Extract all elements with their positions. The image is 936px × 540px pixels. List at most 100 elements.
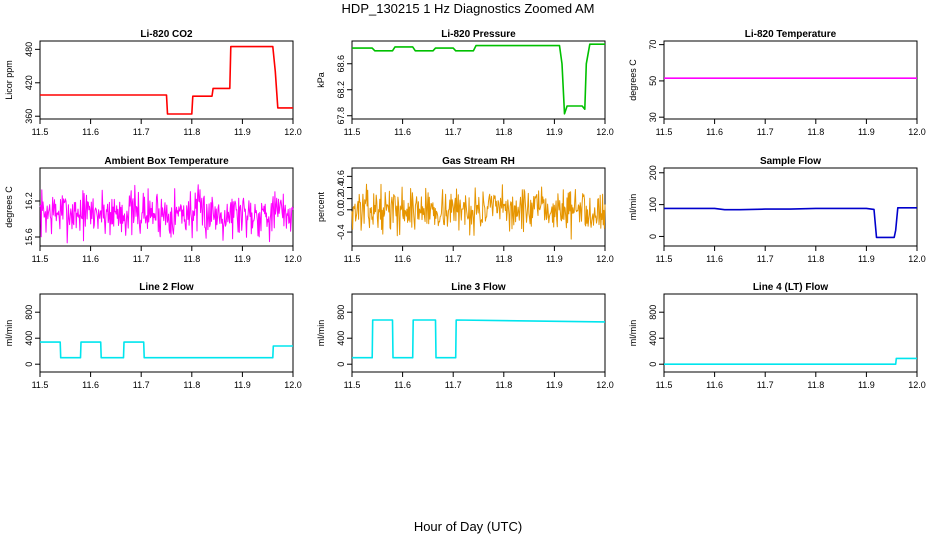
y-tick-label: 0.6 [336,170,346,183]
panel-line2: Line 2 Flow 11.5 11.6 11.7 11.8 11.9 12.0 0 400 8… [4,282,302,390]
panels-grid: Li-820 CO2 11.5 11.6 11.7 11.8 11.9 12.0 360 420… [4,29,926,390]
series-line [40,45,293,115]
x-tick-label: 11.8 [807,127,824,137]
x-tick-label: 11.8 [495,380,512,390]
x-tick-label: 12.0 [596,127,614,137]
x-tick-label: 12.0 [908,254,926,264]
x-tick-label: 12.0 [284,127,302,137]
x-tick-label: 11.5 [344,127,361,137]
panel-title: Li-820 Pressure [441,29,516,40]
x-tick-label: 11.6 [394,254,411,264]
y-tick-label: 0 [24,362,34,367]
y-tick-label: 400 [648,331,658,346]
panel-rh: Gas Stream RH 11.5 11.6 11.7 11.8 11.9 12.0 -0.… [316,156,614,264]
series-line [39,184,294,244]
x-tick-label: 11.5 [656,127,673,137]
y-axis-label: ml/min [4,320,14,347]
x-tick-label: 11.8 [495,254,512,264]
series-line [664,357,917,365]
plot-frame [351,293,606,373]
x-tick-label: 11.9 [546,127,563,137]
y-axis-label: ml/min [628,320,638,347]
series-line [352,319,606,359]
x-tick-label: 11.5 [344,380,361,390]
panel-co2: Li-820 CO2 11.5 11.6 11.7 11.8 11.9 12.0 360 420… [4,29,302,137]
y-tick-label: 0 [648,234,658,239]
x-tick-label: 11.9 [858,127,875,137]
x-tick-label: 11.5 [656,380,673,390]
y-tick-label: 50 [648,76,658,86]
y-axis-label: percent [316,191,326,222]
x-tick-label: 11.7 [757,254,774,264]
plot-frame [351,40,606,120]
plot-frame [663,40,918,120]
y-tick-label: 30 [648,112,658,122]
y-axis-label: degrees C [628,59,638,101]
x-tick-label: 12.0 [284,380,302,390]
x-tick-label: 11.6 [82,254,99,264]
x-tick-label: 11.9 [858,254,875,264]
y-tick-label: 70 [648,40,658,50]
x-tick-label: 11.7 [757,380,774,390]
y-axis-label: kPa [316,72,326,88]
x-tick-label: 11.9 [858,380,875,390]
x-tick-label: 11.7 [757,127,774,137]
y-tick-label: 400 [24,331,34,346]
x-tick-label: 11.8 [807,380,824,390]
x-tick-label: 11.9 [546,254,563,264]
x-tick-label: 11.6 [706,254,723,264]
y-tick-label: 0.4 [336,181,346,194]
y-tick-label: 200 [648,165,658,180]
panel-title: Sample Flow [760,156,821,167]
x-tick-label: 11.9 [234,127,251,137]
y-axis-label: degrees C [4,186,14,228]
y-tick-label: 0 [336,362,346,367]
x-tick-label: 12.0 [596,254,614,264]
x-tick-label: 11.8 [183,380,200,390]
y-tick-label: -0.4 [336,224,346,240]
x-tick-label: 11.7 [133,127,150,137]
x-tick-label: 11.6 [82,127,99,137]
x-tick-label: 11.8 [495,127,512,137]
x-tick-label: 11.5 [32,380,49,390]
panel-sample: Sample Flow 11.5 11.6 11.7 11.8 11.9 12.0 0 100 2… [628,156,926,264]
x-tick-label: 12.0 [908,380,926,390]
y-tick-label: 360 [24,109,34,124]
y-axis-label: ml/min [316,320,326,347]
plot-frame [39,167,294,247]
x-tick-label: 11.7 [445,380,462,390]
y-tick-label: 400 [336,331,346,346]
series-line [664,207,917,239]
y-tick-label: 100 [648,197,658,212]
y-tick-label: 800 [648,305,658,320]
y-tick-label: 16.2 [24,192,34,210]
y-tick-label: 68.2 [336,81,346,99]
x-tick-label: 11.5 [32,127,49,137]
y-tick-label: 68.6 [336,55,346,73]
x-tick-label: 12.0 [284,254,302,264]
panel-title: Line 2 Flow [139,282,194,293]
series-line [40,341,293,359]
panel-line4: Line 4 (LT) Flow 11.5 11.6 11.7 11.8 11.9 12.0… [628,282,926,390]
y-tick-label: 0.2 [336,192,346,205]
plot-frame [39,293,294,373]
panel-title: Li-820 Temperature [745,29,837,40]
x-tick-label: 11.5 [344,254,361,264]
x-tick-label: 11.6 [394,380,411,390]
y-tick-label: 0.0 [336,204,346,217]
panel-title: Line 3 Flow [451,282,506,293]
x-tick-label: 11.8 [807,254,824,264]
panel-ambient: Ambient Box Temperature 11.5 11.6 11.7 11.8 1… [4,156,302,264]
series-line [352,43,605,115]
y-tick-label: 480 [24,42,34,57]
y-tick-label: 800 [24,305,34,320]
panel-temp: Li-820 Temperature 11.5 11.6 11.7 11.8 11.9 12… [628,29,926,137]
y-tick-label: 15.6 [24,228,34,246]
panel-title: Ambient Box Temperature [104,156,229,167]
x-tick-label: 11.6 [706,380,723,390]
x-tick-label: 11.6 [394,127,411,137]
x-tick-label: 11.7 [133,254,150,264]
y-tick-label: 800 [336,305,346,320]
x-tick-label: 11.9 [546,380,563,390]
x-tick-label: 11.6 [82,380,99,390]
